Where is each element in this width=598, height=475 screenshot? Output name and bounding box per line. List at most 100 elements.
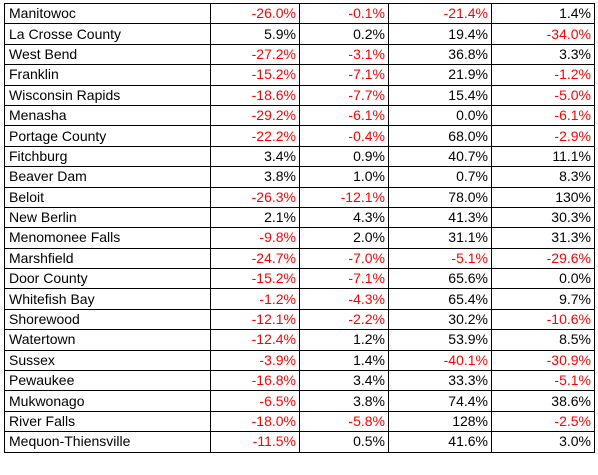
- value-cell-col1[interactable]: 3.8%: [210, 166, 300, 188]
- value-cell-col2[interactable]: 1.0%: [299, 166, 389, 188]
- value-cell-col1[interactable]: 2.1%: [210, 206, 300, 229]
- value-cell-col2[interactable]: -7.0%: [299, 247, 389, 270]
- value-cell-col4[interactable]: 11.1%: [491, 145, 595, 168]
- value-cell-col4[interactable]: 38.6%: [491, 390, 595, 412]
- value-cell-col2[interactable]: -5.8%: [299, 410, 389, 433]
- value-cell-col1[interactable]: -18.6%: [210, 84, 300, 106]
- row-name-cell[interactable]: Portage County: [4, 125, 211, 147]
- value-cell-col4[interactable]: 130%: [491, 186, 595, 208]
- value-cell-col1[interactable]: -12.1%: [210, 308, 300, 331]
- value-cell-col2[interactable]: -7.1%: [299, 268, 389, 290]
- row-name-cell[interactable]: Franklin: [4, 64, 211, 86]
- row-name-cell[interactable]: Shorewood: [4, 308, 211, 331]
- row-name-cell[interactable]: Mequon-Thiensville: [4, 431, 211, 453]
- value-cell-col3[interactable]: 40.7%: [388, 145, 492, 168]
- value-cell-col2[interactable]: 1.2%: [299, 329, 389, 351]
- value-cell-col2[interactable]: 0.9%: [299, 145, 389, 168]
- value-cell-col3[interactable]: 19.4%: [388, 23, 492, 45]
- value-cell-col2[interactable]: -6.1%: [299, 104, 389, 127]
- value-cell-col1[interactable]: -12.4%: [210, 329, 300, 351]
- value-cell-col1[interactable]: 3.4%: [210, 145, 300, 168]
- value-cell-col4[interactable]: -6.1%: [491, 104, 595, 127]
- row-name-cell[interactable]: New Berlin: [4, 206, 211, 229]
- value-cell-col4[interactable]: 9.7%: [491, 288, 595, 310]
- value-cell-col4[interactable]: -5.0%: [491, 84, 595, 106]
- value-cell-col2[interactable]: 4.3%: [299, 206, 389, 229]
- value-cell-col3[interactable]: 0.7%: [388, 166, 492, 188]
- row-name-cell[interactable]: Watertown: [4, 329, 211, 351]
- value-cell-col4[interactable]: -10.6%: [491, 308, 595, 331]
- row-name-cell[interactable]: River Falls: [4, 410, 211, 433]
- value-cell-col1[interactable]: -6.5%: [210, 390, 300, 412]
- row-name-cell[interactable]: Door County: [4, 268, 211, 290]
- value-cell-col4[interactable]: 1.4%: [491, 2, 595, 25]
- value-cell-col1[interactable]: -11.5%: [210, 431, 300, 453]
- value-cell-col1[interactable]: -29.2%: [210, 104, 300, 127]
- value-cell-col2[interactable]: -7.1%: [299, 64, 389, 86]
- value-cell-col1[interactable]: -16.8%: [210, 370, 300, 392]
- value-cell-col1[interactable]: -22.2%: [210, 125, 300, 147]
- value-cell-col1[interactable]: 5.9%: [210, 23, 300, 45]
- value-cell-col1[interactable]: -9.8%: [210, 227, 300, 249]
- value-cell-col2[interactable]: -0.4%: [299, 125, 389, 147]
- row-name-cell[interactable]: Beloit: [4, 186, 211, 208]
- row-name-cell[interactable]: Manitowoc: [4, 2, 211, 25]
- row-name-cell[interactable]: Fitchburg: [4, 145, 211, 168]
- value-cell-col2[interactable]: 2.0%: [299, 227, 389, 249]
- value-cell-col1[interactable]: -26.0%: [210, 2, 300, 25]
- value-cell-col4[interactable]: 3.0%: [491, 431, 595, 453]
- value-cell-col4[interactable]: 30.3%: [491, 206, 595, 229]
- value-cell-col2[interactable]: 3.4%: [299, 370, 389, 392]
- row-name-cell[interactable]: Sussex: [4, 349, 211, 372]
- value-cell-col3[interactable]: 31.1%: [388, 227, 492, 249]
- value-cell-col3[interactable]: -40.1%: [388, 349, 492, 372]
- value-cell-col4[interactable]: -5.1%: [491, 370, 595, 392]
- value-cell-col3[interactable]: 128%: [388, 410, 492, 433]
- value-cell-col4[interactable]: -29.6%: [491, 247, 595, 270]
- value-cell-col3[interactable]: 53.9%: [388, 329, 492, 351]
- value-cell-col1[interactable]: -15.2%: [210, 268, 300, 290]
- row-name-cell[interactable]: Pewaukee: [4, 370, 211, 392]
- row-name-cell[interactable]: Mukwonago: [4, 390, 211, 412]
- value-cell-col3[interactable]: -21.4%: [388, 2, 492, 25]
- value-cell-col1[interactable]: -1.2%: [210, 288, 300, 310]
- value-cell-col2[interactable]: -4.3%: [299, 288, 389, 310]
- value-cell-col1[interactable]: -27.2%: [210, 43, 300, 66]
- value-cell-col3[interactable]: -5.1%: [388, 247, 492, 270]
- value-cell-col4[interactable]: 3.3%: [491, 43, 595, 66]
- value-cell-col3[interactable]: 30.2%: [388, 308, 492, 331]
- value-cell-col4[interactable]: 8.3%: [491, 166, 595, 188]
- value-cell-col3[interactable]: 68.0%: [388, 125, 492, 147]
- row-name-cell[interactable]: West Bend: [4, 43, 211, 66]
- value-cell-col3[interactable]: 0.0%: [388, 104, 492, 127]
- value-cell-col2[interactable]: -2.2%: [299, 308, 389, 331]
- value-cell-col2[interactable]: -3.1%: [299, 43, 389, 66]
- row-name-cell[interactable]: Menasha: [4, 104, 211, 127]
- value-cell-col4[interactable]: 0.0%: [491, 268, 595, 290]
- value-cell-col4[interactable]: -2.5%: [491, 410, 595, 433]
- value-cell-col4[interactable]: -34.0%: [491, 23, 595, 45]
- value-cell-col3[interactable]: 41.6%: [388, 431, 492, 453]
- value-cell-col2[interactable]: -7.7%: [299, 84, 389, 106]
- value-cell-col2[interactable]: -0.1%: [299, 2, 389, 25]
- value-cell-col4[interactable]: -1.2%: [491, 64, 595, 86]
- value-cell-col2[interactable]: 3.8%: [299, 390, 389, 412]
- value-cell-col1[interactable]: -24.7%: [210, 247, 300, 270]
- value-cell-col3[interactable]: 41.3%: [388, 206, 492, 229]
- row-name-cell[interactable]: Marshfield: [4, 247, 211, 270]
- value-cell-col1[interactable]: -26.3%: [210, 186, 300, 208]
- value-cell-col4[interactable]: 8.5%: [491, 329, 595, 351]
- value-cell-col3[interactable]: 65.4%: [388, 288, 492, 310]
- row-name-cell[interactable]: Wisconsin Rapids: [4, 84, 211, 106]
- value-cell-col2[interactable]: -12.1%: [299, 186, 389, 208]
- value-cell-col3[interactable]: 36.8%: [388, 43, 492, 66]
- value-cell-col4[interactable]: 31.3%: [491, 227, 595, 249]
- row-name-cell[interactable]: Beaver Dam: [4, 166, 211, 188]
- value-cell-col1[interactable]: -15.2%: [210, 64, 300, 86]
- row-name-cell[interactable]: Whitefish Bay: [4, 288, 211, 310]
- value-cell-col1[interactable]: -18.0%: [210, 410, 300, 433]
- value-cell-col2[interactable]: 1.4%: [299, 349, 389, 372]
- value-cell-col2[interactable]: 0.5%: [299, 431, 389, 453]
- row-name-cell[interactable]: La Crosse County: [4, 23, 211, 45]
- value-cell-col3[interactable]: 65.6%: [388, 268, 492, 290]
